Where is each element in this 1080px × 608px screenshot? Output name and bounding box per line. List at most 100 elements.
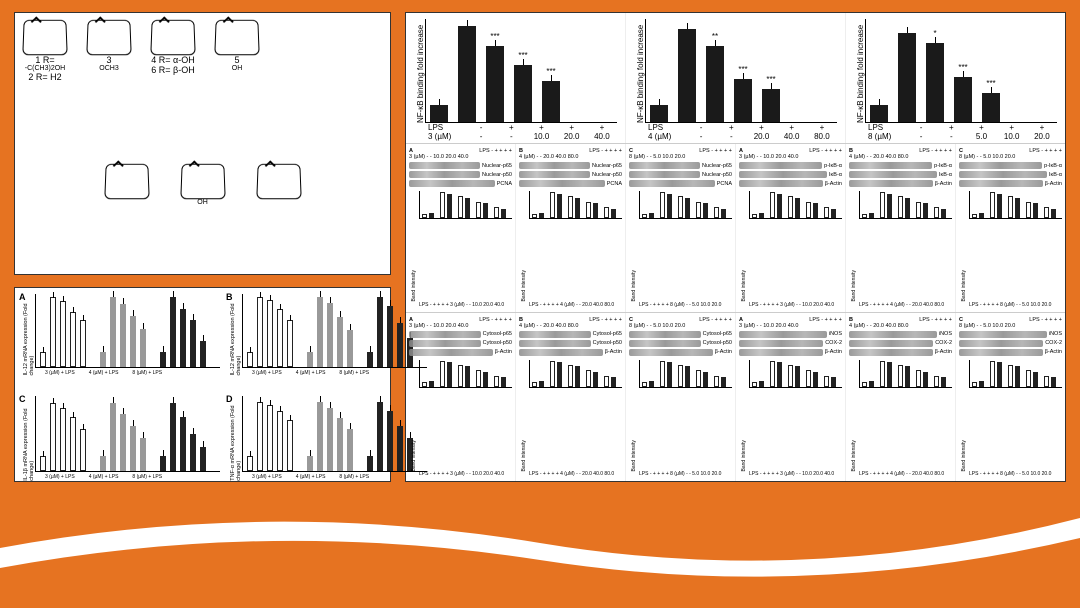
bar — [660, 361, 665, 387]
bar — [337, 317, 343, 366]
ring-icon — [180, 163, 225, 198]
bar — [806, 370, 811, 386]
wb-panel-C-8: CLPS - + + + +8 (µM) - - 5.0 10.0 20.0iN… — [956, 313, 1065, 482]
bar — [979, 381, 984, 386]
bar — [397, 426, 403, 471]
bar — [50, 297, 56, 367]
lps-row: LPS-++++ — [634, 123, 837, 132]
bar — [714, 376, 719, 387]
y-axis-label: IL-12 mRNA expression (Fold change) — [21, 294, 35, 376]
wb-x-labels: LPS - + + + + 4 (µM) - - 20.0 40.0 80.0 — [849, 471, 952, 477]
bar — [397, 323, 403, 367]
compound-3-label: 3 — [106, 55, 111, 65]
bar — [813, 372, 818, 387]
y-axis-label: NF-κB binding fold increase — [414, 19, 425, 123]
bar — [898, 33, 916, 122]
bar — [824, 376, 829, 387]
bar — [247, 456, 253, 471]
bar: * — [926, 43, 944, 122]
bar — [170, 403, 176, 471]
bar — [277, 411, 283, 472]
bar — [377, 297, 383, 367]
wb-x-labels: LPS - + + + + 8 (µM) - - 5.0 10.0 20.0 — [629, 302, 732, 308]
bar — [649, 381, 654, 386]
bar — [140, 329, 146, 367]
bar — [678, 29, 696, 122]
y-axis-label: Band intensity — [409, 360, 417, 472]
compound-2-label: 2 R= H2 — [28, 72, 61, 82]
wb-bands: Cytosol-p65Cytosol-p50β-Actin — [519, 331, 622, 356]
bar — [429, 213, 434, 218]
bar — [130, 426, 136, 471]
x-axis-labels: 3 (µM) + LPS4 (µM) + LPS8 (µM) + LPS — [242, 474, 427, 480]
compound-4-6: 4 R= α-OH 6 R= β-OH — [151, 19, 195, 159]
bar — [1044, 376, 1049, 387]
bar — [649, 213, 654, 218]
y-axis-label: Band intensity — [519, 360, 527, 472]
bar — [721, 209, 726, 218]
y-axis-label: Band intensity — [409, 191, 417, 301]
bar — [593, 372, 598, 387]
wb-bands: Nuclear-p65Nuclear-p50PCNA — [519, 162, 622, 187]
wb-panel-B-4: BLPS - + + + +4 (µM) - - 20.0 40.0 80.0p… — [846, 144, 956, 311]
bar — [327, 408, 333, 472]
bar — [1051, 209, 1056, 218]
bar — [347, 330, 353, 366]
bar — [667, 194, 672, 218]
y-axis-label: Band intensity — [629, 191, 637, 301]
wb-x-labels: LPS - + + + + 8 (µM) - - 5.0 10.0 20.0 — [629, 471, 732, 477]
bar — [934, 376, 939, 387]
mrna-chart-C: CIL-1β mRNA expression (Fold change)3 (µ… — [21, 396, 220, 493]
bar — [277, 309, 283, 367]
bar — [905, 198, 910, 218]
bar — [377, 402, 383, 472]
bar — [200, 447, 206, 471]
bar — [813, 203, 818, 218]
wb-panel-C-8: CLPS - + + + +8 (µM) - - 5.0 10.0 20.0Cy… — [626, 313, 736, 482]
bar: ** — [706, 46, 724, 122]
bar — [160, 352, 166, 367]
wb-panel-B-4: BLPS - + + + +4 (µM) - - 20.0 40.0 80.0i… — [846, 313, 956, 482]
bar — [200, 341, 206, 367]
swoosh-inner — [0, 538, 1080, 608]
bar — [934, 207, 939, 218]
bar — [1015, 366, 1020, 386]
bar — [660, 192, 665, 218]
mrna-chart-A: AIL-12 mRNA expression (Fold change)3 (µ… — [21, 294, 220, 388]
bar — [714, 207, 719, 218]
bar — [337, 418, 343, 471]
wb-x-labels: LPS - + + + + 3 (µM) - - 10.0 20.0 40.0 — [739, 471, 842, 477]
bar — [60, 301, 66, 366]
bar — [788, 365, 793, 387]
bar — [317, 297, 323, 367]
conc-row: 4 (µM)--20.040.080.0 — [634, 132, 837, 141]
bar: *** — [982, 93, 1000, 122]
bar — [752, 382, 757, 386]
bar — [752, 214, 757, 218]
y-axis-label: Band intensity — [519, 191, 527, 301]
y-axis-label: Band intensity — [959, 360, 967, 472]
bar — [979, 213, 984, 218]
nfkb-chart-8: NF-κB binding fold increase*******LPS-++… — [846, 13, 1065, 143]
y-axis-label: IL-1β mRNA expression (Fold change) — [21, 396, 35, 481]
bar — [465, 366, 470, 386]
bar — [862, 214, 867, 218]
bar — [180, 309, 186, 367]
bar — [905, 366, 910, 386]
bar — [170, 297, 176, 367]
bar — [100, 352, 106, 367]
compound-3-sub: OCH3 — [99, 65, 118, 72]
bar — [387, 306, 393, 367]
wb-x-labels: LPS - + + + + 8 (µM) - - 5.0 10.0 20.0 — [959, 471, 1062, 477]
x-axis-labels: 3 (µM) + LPS4 (µM) + LPS8 (µM) + LPS — [35, 474, 220, 480]
bar — [795, 366, 800, 386]
bar — [795, 198, 800, 218]
bar — [777, 194, 782, 218]
wb-bands: iNOSCOX-2β-Actin — [849, 331, 952, 356]
bar — [494, 207, 499, 218]
swoosh-outer — [0, 518, 1080, 608]
lps-row: LPS-++++ — [414, 123, 617, 132]
bar — [997, 362, 1002, 386]
bar — [1033, 372, 1038, 387]
bar — [862, 382, 867, 386]
